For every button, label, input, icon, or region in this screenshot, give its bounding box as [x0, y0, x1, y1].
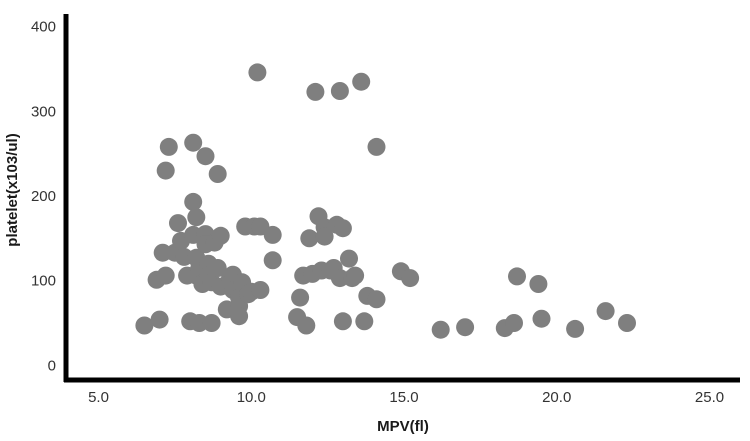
x-tick-label: 15.0 [389, 389, 418, 406]
data-point [184, 192, 203, 211]
data-point [367, 137, 386, 156]
data-point [618, 314, 636, 332]
data-point [156, 266, 175, 285]
data-point [159, 137, 178, 156]
x-tick-label: 25.0 [695, 389, 724, 406]
data-point [306, 82, 325, 101]
data-point [340, 249, 358, 268]
data-point [333, 219, 352, 238]
data-point [315, 227, 334, 246]
data-point [355, 312, 374, 331]
y-tick-label: 300 [31, 103, 56, 120]
y-tick-label: 200 [31, 188, 56, 205]
data-point [211, 226, 230, 245]
data-point [190, 314, 209, 332]
data-point [333, 312, 352, 331]
data-point [529, 275, 548, 293]
data-point [431, 320, 450, 339]
data-point [251, 281, 270, 299]
data-point [208, 259, 227, 277]
data-point [263, 251, 282, 270]
data-point [367, 290, 386, 309]
data-point [508, 267, 526, 286]
data-point [184, 133, 203, 152]
x-axis-ticks: 5.0 10.0 15.0 20.0 25.0 [88, 389, 724, 406]
data-point [156, 161, 175, 180]
y-tick-label: 400 [31, 19, 56, 36]
y-tick-label: 100 [31, 273, 56, 290]
data-point [248, 63, 267, 82]
data-point [297, 316, 316, 335]
data-point [263, 225, 282, 244]
data-point [300, 229, 319, 248]
data-point [330, 82, 349, 100]
data-point [566, 319, 585, 338]
data-point [532, 309, 551, 328]
x-tick-label: 10.0 [237, 389, 266, 406]
data-point [135, 316, 154, 335]
x-tick-label: 5.0 [88, 389, 109, 406]
data-point [346, 266, 365, 285]
data-point [352, 72, 371, 91]
x-axis-title: MPV(fl) [377, 418, 429, 435]
y-axis-ticks: 0 100 200 300 400 [31, 19, 56, 375]
data-point [596, 302, 615, 321]
data-point [196, 147, 215, 166]
data-point [169, 214, 187, 233]
data-point [456, 318, 475, 337]
y-axis-title: platelet(x103/ul) [4, 133, 21, 246]
data-point [150, 310, 169, 329]
data-point [505, 314, 523, 332]
points-layer [135, 63, 636, 339]
x-tick-label: 20.0 [542, 389, 571, 406]
data-point [291, 288, 310, 307]
data-point [187, 208, 206, 227]
data-point [401, 269, 420, 288]
y-tick-label: 0 [48, 357, 56, 374]
data-point [230, 307, 249, 326]
data-point [202, 314, 221, 332]
data-point [208, 165, 227, 183]
